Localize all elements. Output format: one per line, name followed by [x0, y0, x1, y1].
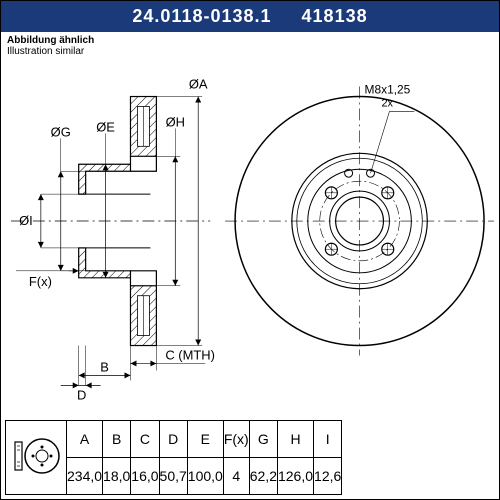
label-Fx: F(x)	[29, 274, 52, 289]
val-I: 12,6	[314, 458, 342, 495]
col-G: G	[249, 421, 277, 458]
side-view: ØI ØG ØE ØH	[11, 77, 215, 401]
label-C: C (MTH)	[165, 347, 215, 362]
label-G: ØG	[51, 124, 71, 139]
label-B: B	[100, 359, 109, 374]
header-bar: 24.0118-0138.1 418138	[1, 1, 499, 32]
val-E: 100,0	[187, 458, 223, 495]
spec-table: A B C D E F(x) G H I 234,0 18,0 16,0 50,…	[5, 420, 342, 495]
label-D: D	[77, 387, 86, 401]
disc-icon-cell	[6, 421, 67, 495]
disc-icon	[11, 434, 61, 478]
col-I: I	[314, 421, 342, 458]
val-Fx: 4	[223, 458, 249, 495]
col-Fx: F(x)	[223, 421, 249, 458]
table-header-row: A B C D E F(x) G H I	[6, 421, 342, 458]
thread-count: 2x	[381, 97, 393, 109]
col-E: E	[187, 421, 223, 458]
val-C: 16,0	[131, 458, 159, 495]
thread-label: M8x1,25	[365, 83, 411, 97]
val-B: 18,0	[103, 458, 131, 495]
label-E: ØE	[96, 119, 115, 134]
col-D: D	[159, 421, 187, 458]
part-number: 24.0118-0138.1	[132, 6, 271, 26]
front-view: M8x1,25 2x	[225, 83, 494, 356]
label-A: ØA	[189, 77, 208, 92]
col-A: A	[67, 421, 103, 458]
note-line1: Abbildung ähnlich	[7, 35, 94, 46]
val-D: 50,7	[159, 458, 187, 495]
label-H: ØH	[166, 114, 185, 129]
val-A: 234,0	[67, 458, 103, 495]
col-C: C	[131, 421, 159, 458]
alt-number: 418138	[302, 6, 368, 26]
val-H: 126,0	[277, 458, 313, 495]
diagram-container: 24.0118-0138.1 418138 Abbildung ähnlich …	[0, 0, 500, 500]
val-G: 62,2	[249, 458, 277, 495]
col-H: H	[277, 421, 313, 458]
label-I: ØI	[19, 213, 33, 228]
drawing-area: ØI ØG ØE ØH	[1, 51, 499, 401]
technical-drawing: ØI ØG ØE ØH	[1, 51, 499, 401]
col-B: B	[103, 421, 131, 458]
